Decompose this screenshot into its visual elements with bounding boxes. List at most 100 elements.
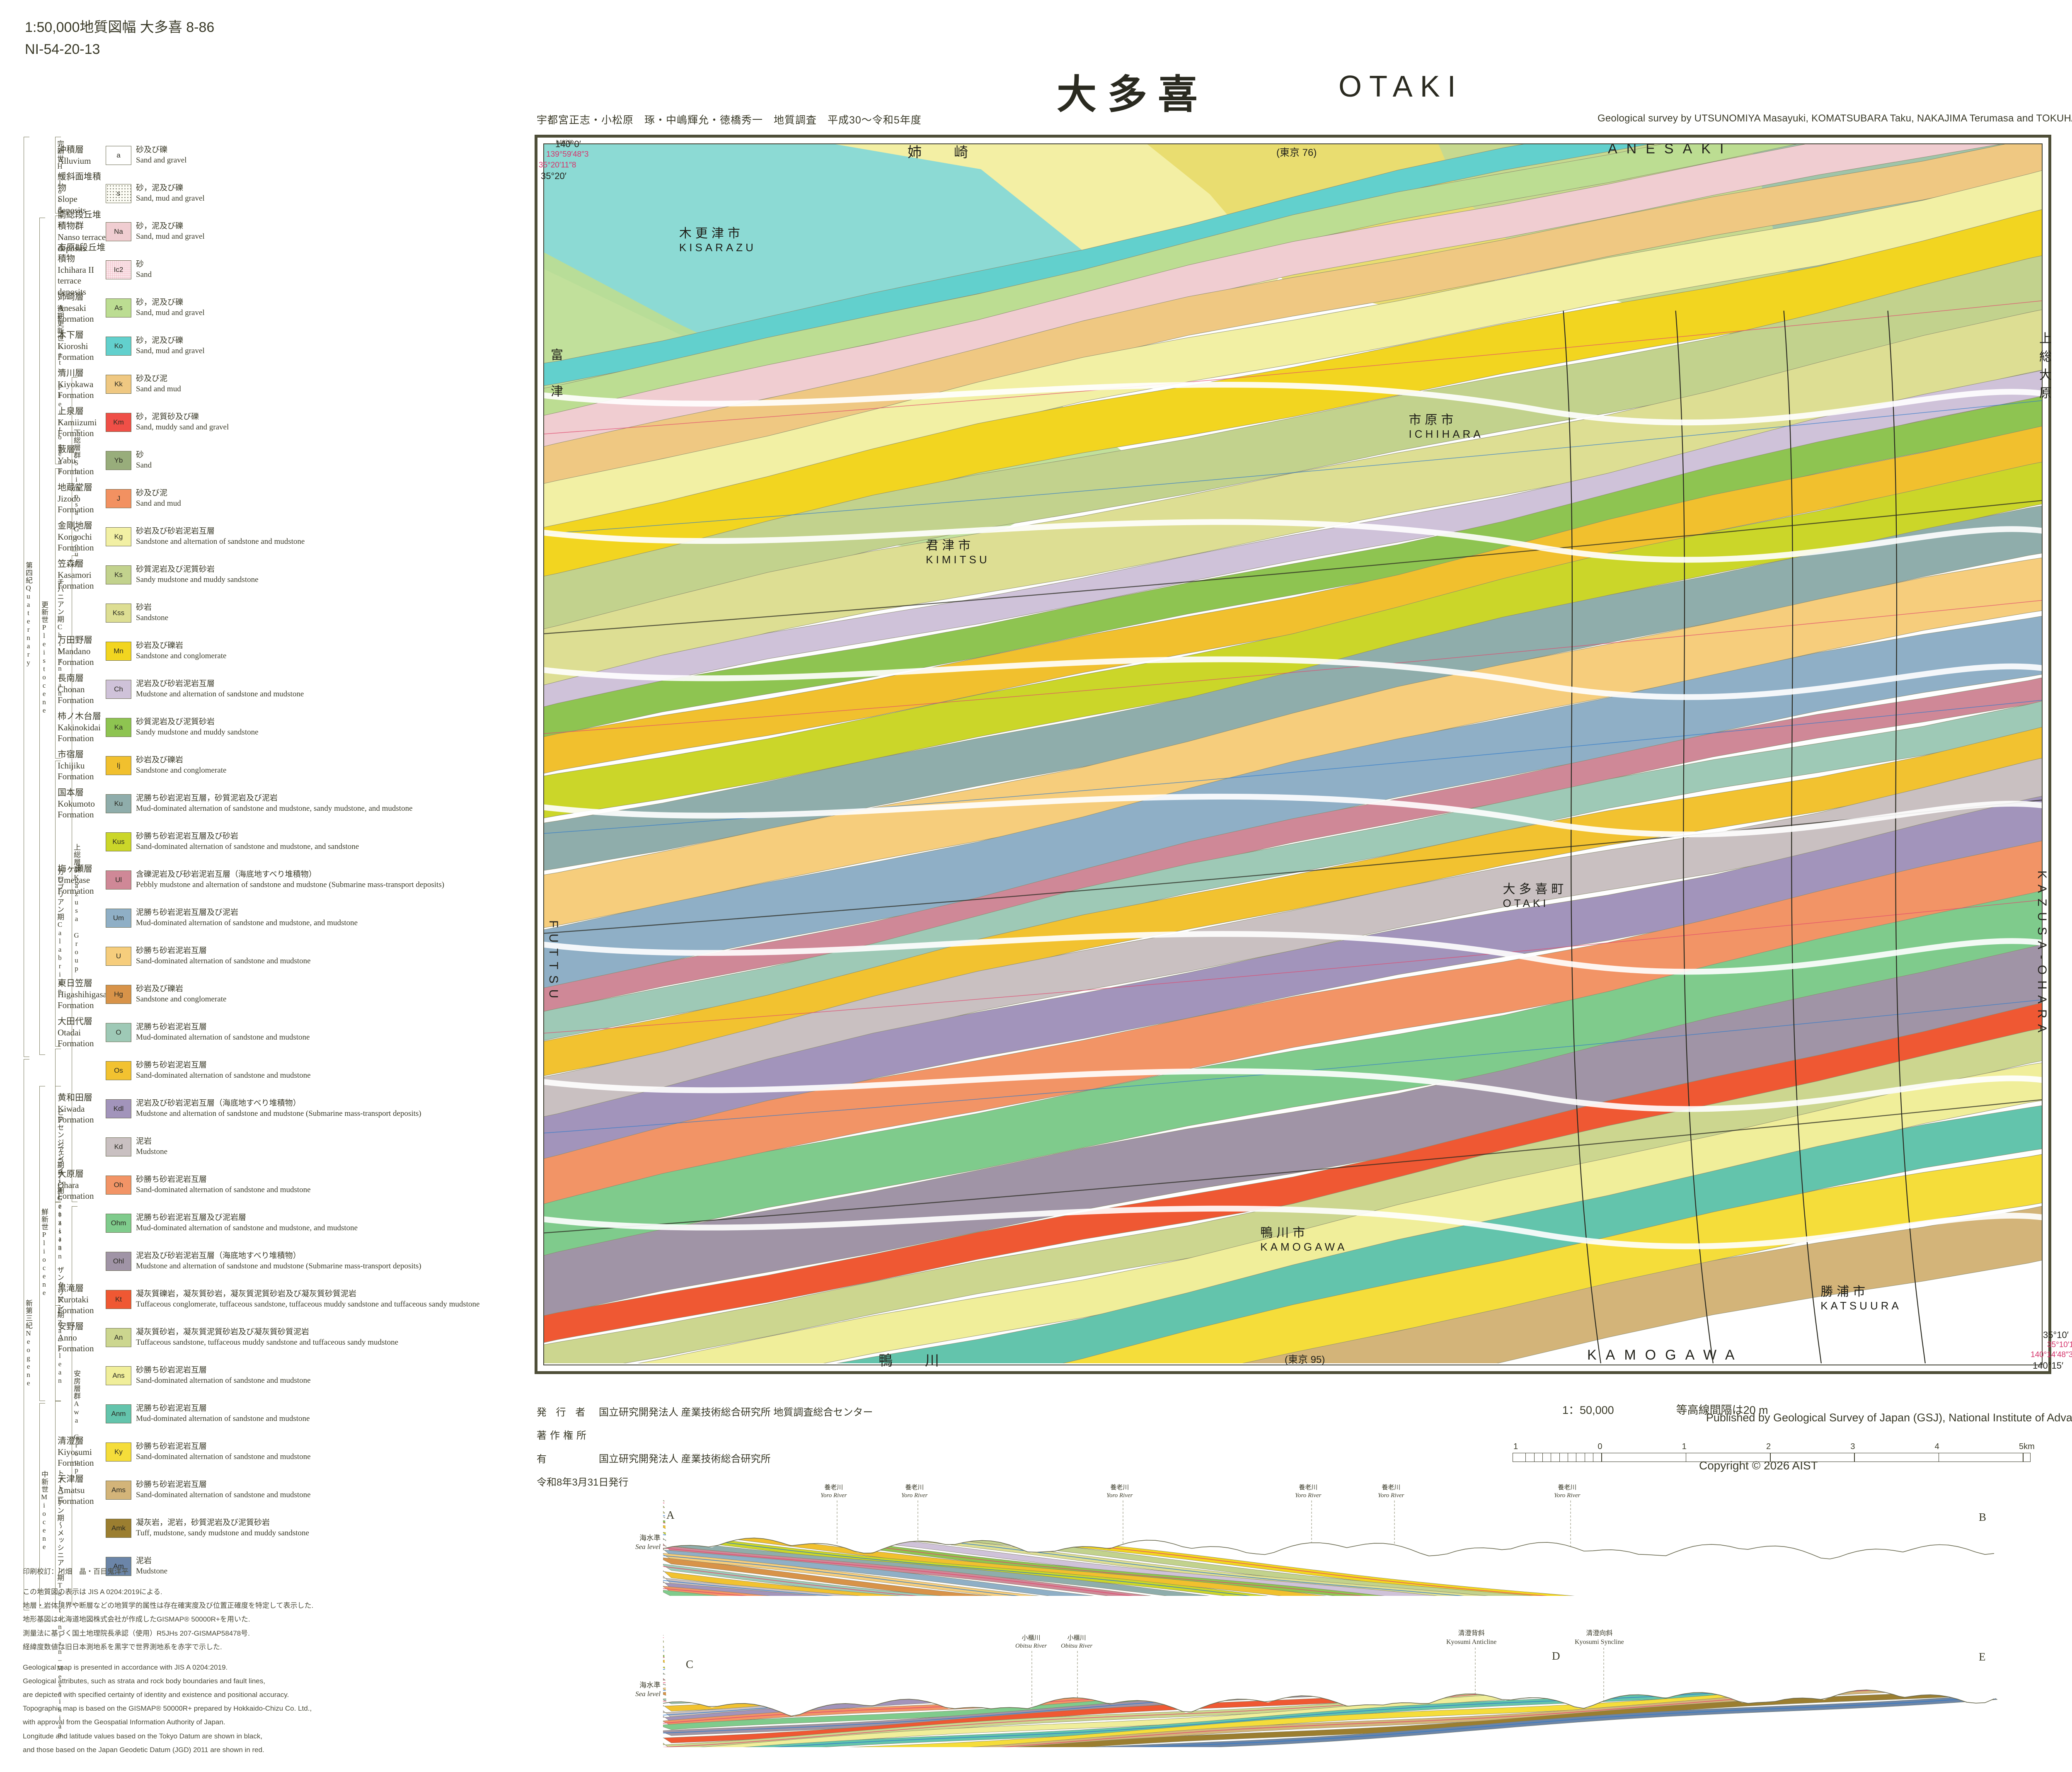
legend-unit-name: 南総段丘堆積物群 Nanso terrace deposits [23,209,106,254]
cross-section-a-b-svg: 200100-100-200-300m [613,1471,1998,1772]
legend-desc-jp: 砂及び泥 [136,489,168,498]
legend-unit-row[interactable]: Um 泥勝ち砂岩泥岩互層及び泥岩 Mud-dominated alternation… [23,899,512,937]
legend-desc-en: Sand [136,461,152,470]
legend-unit-row[interactable]: 梅ヶ瀬層 Umegase Formation Ul 含礫泥岩及び砂岩泥岩互層（海底地す… [23,861,512,899]
legend-unit-name: 緩斜面堆積物 Slope deposits [23,171,106,216]
geological-map-frame[interactable] [535,135,2051,1374]
legend-unit-row[interactable]: Os 砂勝ち砂岩泥岩互層 Sand-dominated alternation of… [23,1052,512,1089]
legend-unit-row[interactable]: Anm 泥勝ち砂岩泥岩互層 Mud-dominated alternation of… [23,1395,512,1433]
scale-tick-label: 0 [1598,1442,1602,1451]
legend-unit-row[interactable]: 清澄層 Kiyosumi Formation Ky 砂勝ち砂岩泥岩互層 Sand-dom… [23,1433,512,1471]
scale-tick [1854,1453,1855,1462]
legend-desc-en: Mudstone [136,1567,167,1576]
legend-unit-description: 泥岩 Mudstone [131,1137,167,1157]
legend-unit-row[interactable]: Ohm 泥勝ち砂岩泥岩互層及び泥岩層 Mud-dominated alternati… [23,1205,512,1242]
legend-desc-en: Sand, muddy sand and gravel [136,423,229,431]
legend-desc-jp: 砂勝ち砂岩泥岩互層及び砂岩 [136,832,239,841]
legend-unit-row[interactable]: Kss 砂岩 Sandstone [23,594,512,632]
legend-color-swatch: Ohl [106,1252,131,1271]
fault-trace [544,500,2042,635]
legend-color-swatch: Na [106,222,131,241]
cross-section-b-label: B [1979,1511,1987,1523]
sealevel-jp-1: 海水準 [639,1534,661,1542]
legend-unit-row[interactable]: 安野層 Anno Formation An 凝灰質砂岩，凝灰質泥質砂岩及び凝灰質砂質泥… [23,1319,512,1356]
legend-unit-row[interactable]: 国本層 Kokumoto Formation Ku 泥勝ち砂岩泥岩互層，砂質泥岩及び泥… [23,785,512,822]
legend-color-swatch: Yb [106,451,131,470]
scale-bar-header: 1：50,000 等高線間隔は20 m [1513,1401,2031,1417]
legend-unit-row[interactable]: 南総段丘堆積物群 Nanso terrace deposits Na 砂，泥及び礫 Sa… [23,210,512,253]
legend-desc-jp: 泥勝ち砂岩泥岩互層 [136,1404,207,1413]
legend-unit-name-jp: 長南層 [58,673,84,683]
legend-desc-en: Sandy mudstone and muddy sandstone [136,728,259,737]
legend-unit-row[interactable]: 金剛地層 Kongochi Formation Kg 砂岩及び砂岩泥岩互層 Sandst… [23,518,512,555]
sheet-code: NI-54-20-13 [25,41,100,57]
legend-unit-name-en: Yabu Formation [58,455,94,477]
publisher-copyright-row: 著作権所有 国立研究開発法人 産業技術総合研究所 [537,1424,873,1471]
legend-unit-name-jp: 金剛地層 [58,520,92,531]
legend-desc-jp: 砂，泥質砂及び礫 [136,412,199,422]
legend-desc-en: Sand, mud and gravel [136,194,205,203]
legend-unit-name: 柿ノ木台層 Kakinokidai Formation [23,711,106,744]
legend-unit-description: 砂質泥岩及び泥質砂岩 Sandy mudstone and muddy sands… [131,717,259,737]
legend-color-swatch: Kdl [106,1099,131,1118]
legend-unit-row[interactable]: 緩斜面堆積物 Slope deposits s 砂，泥及び礫 Sand, mud and… [23,172,512,215]
legend-unit-row[interactable]: 沖積層 Alluvium a 砂及び礫 Sand and gravel [23,137,512,174]
legend-unit-row[interactable]: 柿ノ木台層 Kakinokidai Formation Ka 砂質泥岩及び泥質砂岩 Sa… [23,709,512,746]
map-edge-west-en: FUTTSU [547,920,560,1004]
legend-unit-row[interactable]: 黄和田層 Kiwada Formation Kdl 泥岩及び砂岩泥岩互層（海底地すべり… [23,1090,512,1127]
legend-unit-row[interactable]: 市原Ⅱ段丘堆積物 Ichihara II terrace deposits Ic2 砂… [23,242,512,297]
cross-section-c-label: C [686,1658,694,1670]
geologic-band [835,1105,2042,1364]
legend-unit-row[interactable]: 木下層 Kioroshi Formation Ko 砂，泥及び礫 Sand, mud a… [23,327,512,365]
alluvium-corridor [544,382,2042,426]
legend-unit-row[interactable]: 笠森層 Kasamori Formation Ks 砂質泥岩及び泥質砂岩 Sandy m… [23,556,512,594]
geologic-band [544,255,2042,632]
legend-unit-row[interactable]: Am 泥岩 Mudstone [23,1548,512,1585]
geological-map-body[interactable] [543,143,2043,1365]
legend-unit-row[interactable]: U 砂勝ち砂岩泥岩互層 Sand-dominated alternation of … [23,938,512,975]
legend-unit-row[interactable]: 長南層 Chonan Formation Ch 泥岩及び砂岩泥岩互層 Mudstone … [23,671,512,708]
legend-unit-row[interactable]: 地蔵堂層 Jizodo Formation J 砂及び泥 Sand and mud [23,480,512,517]
legend-unit-row[interactable]: 清川層 Kiyokawa Formation Kk 砂及び泥 Sand and mud [23,366,512,403]
legend-unit-description: 砂，泥及び礫 Sand, mud and gravel [131,183,205,204]
legend-unit-name-en: Otadai Formation [58,1027,94,1049]
publisher-issuer-row: 発 行 者国立研究開発法人 産業技術総合研究所 地質調査総合センター [537,1401,873,1424]
legend-unit-row[interactable]: 黒滝層 Kurotaki Formation Kt 凝灰質礫岩，凝灰質砂岩，凝灰質泥質… [23,1281,512,1318]
legend-unit-row[interactable]: 大原層 Ohara Formation Oh 砂勝ち砂岩泥岩互層 Sand-domina… [23,1166,512,1204]
legend-desc-jp: 砂 [136,451,144,460]
legend-unit-description: 砂，泥及び礫 Sand, mud and gravel [131,221,205,242]
legend-unit-row[interactable]: 藪層 Yabu Formation Yb 砂 Sand [23,442,512,479]
legend-desc-en: Sandstone and conglomerate [136,995,227,1004]
legend-unit-description: 砂及び泥 Sand and mud [131,374,181,394]
legend-unit-name-en: Mandano Formation [58,646,94,667]
geological-map-canvas[interactable] [544,144,2042,1364]
legend-unit-description: 砂，泥及び礫 Sand, mud and gravel [131,336,205,356]
legend-unit-row[interactable]: Kd 泥岩 Mudstone [23,1128,512,1166]
legend-unit-name: 市宿層 Ichijiku Formation [23,749,106,783]
legend-unit-row[interactable]: Ohl 泥岩及び砂岩泥岩互層（海底地すべり堆積物） Mudstone and alt… [23,1243,512,1280]
legend-color-swatch: Ko [106,337,131,356]
fine-print-line-en: and those based on the Japan Geodetic Da… [23,1745,264,1754]
legend-rail-label: 完新世Holocene [56,140,64,229]
legend-unit-description: 砂 Sand [131,259,152,280]
legend-desc-jp: 砂質泥岩及び泥質砂岩 [136,565,215,574]
legend-unit-row[interactable]: Ans 砂勝ち砂岩泥岩互層 Sand-dominated alternation o… [23,1357,512,1394]
legend-unit-row[interactable]: Kus 砂勝ち砂岩泥岩互層及び砂岩 Sand-dominated alternati… [23,823,512,861]
scale-subtick [1559,1453,1560,1462]
legend-unit-row[interactable]: 天津層 Amatsu Formation Ams 砂勝ち砂岩泥岩互層 Sand-domi… [23,1471,512,1509]
legend-unit-row[interactable]: 市宿層 Ichijiku Formation Ij 砂岩及び礫岩 Sandstone a… [23,747,512,784]
legend-unit-row[interactable]: Amk 凝灰岩，泥岩，砂質泥岩及び泥質砂岩 Tuff, mudstone, sand… [23,1510,512,1547]
legend-desc-en: Sand and gravel [136,156,187,165]
legend-unit-description: 泥勝ち砂岩泥岩互層及び泥岩層 Mud-dominated alternation … [131,1213,358,1233]
legend-rail [39,1086,45,1401]
page-title-en: OTAKI [1339,70,1463,103]
legend-unit-row[interactable]: 東日笠層 Higashihigasa Formation Hg 砂岩及び礫岩 Sands… [23,976,512,1013]
legend-unit-row[interactable]: 万田野層 Mandano Formation Mn 砂岩及び礫岩 Sandstone a… [23,633,512,670]
tephra-trace [544,899,2042,1034]
legend-unit-row[interactable]: 上泉層 Kamiizumi Formation Km 砂，泥質砂及び礫 Sand, mu… [23,404,512,441]
legend-unit-name-jp: 清川層 [58,368,84,378]
legend-unit-name: 上泉層 Kamiizumi Formation [23,406,106,439]
legend-unit-row[interactable]: 大田代層 Otadai Formation O 泥勝ち砂岩泥岩互層 Mud-domina… [23,1014,512,1051]
legend-unit-row[interactable]: 姉崎層 Anesaki Formation As 砂，泥及び礫 Sand, mud an… [23,289,512,327]
legend-color-swatch: Ku [106,794,131,813]
